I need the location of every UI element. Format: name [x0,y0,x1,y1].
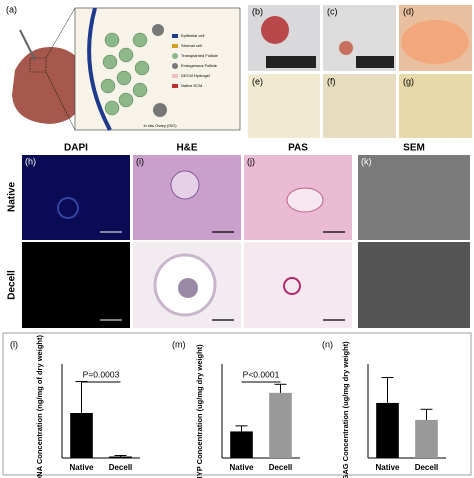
bar [230,431,253,458]
zoom-line [45,71,76,131]
annotation: P<0.0001 [243,369,280,379]
x-tick-label: Decell [109,463,133,472]
legend-text: Native ECM [181,83,202,88]
panel-label: (k) [361,156,372,166]
legend-text: DECM Hydrogel [181,73,210,78]
annotation: P=0.0003 [83,369,120,379]
y-axis-label: HYP Concentration (ug/mg dry weight) [195,344,204,478]
legend: Epithelial cell Stromal cell Transplante… [172,33,219,88]
x-tick-label: Native [69,463,94,472]
panel-label: (e) [252,76,263,86]
panel-label: (l) [10,339,18,349]
diagram: Epithelial cell Stromal cell Transplante… [12,7,241,131]
x-tick-label: Decell [269,463,293,472]
photos [248,5,472,138]
panel-label: (j) [247,156,255,166]
panel-label: (n) [322,339,333,349]
caption: In situ Ovary (ISO) [143,123,177,128]
bar [376,402,399,458]
zoom-line [45,7,76,59]
column-header: SEM [403,143,425,154]
legend-text: Stromal cell [181,43,202,48]
bar [269,392,292,458]
y-axis-label: dsDNA Concentration (ng/mg of dry weight… [35,335,44,478]
bar [415,419,438,458]
x-tick-label: Native [375,463,400,472]
row-label: Decell [7,270,18,300]
panel-label: (m) [172,339,186,349]
legend-text: Transplanted Follicle [181,53,219,58]
y-axis-label: sGAG Concentration (ug/mg dry weight) [341,341,350,478]
row-label: Native [7,182,18,212]
bar [70,413,93,458]
follicles [100,32,150,116]
panel-label: (f) [327,76,336,86]
column-header: H&E [176,143,197,154]
chart-frame [2,332,472,476]
endogenous-follicle [153,103,167,117]
panel-label: (a) [6,4,17,14]
zoom-box [29,57,47,73]
legend-text: Endogenous Follicle [181,63,218,68]
panel-label: (c) [327,6,338,16]
epithelium [87,7,112,131]
endogenous-follicle [152,24,164,36]
x-tick-label: Native [229,463,254,472]
panel-label: (d) [403,6,414,16]
panel-label: (g) [403,76,414,86]
x-tick-label: Decell [415,463,439,472]
bar [109,456,132,458]
micrographs [22,155,470,328]
ovary [12,46,85,124]
needle [19,29,36,61]
panel-label: (i) [136,156,144,166]
column-header: PAS [288,143,308,154]
legend-text: Epithelial cell [181,33,204,38]
panel-label: (b) [252,6,263,16]
panel-label: (h) [25,156,36,166]
column-header: DAPI [64,143,88,154]
